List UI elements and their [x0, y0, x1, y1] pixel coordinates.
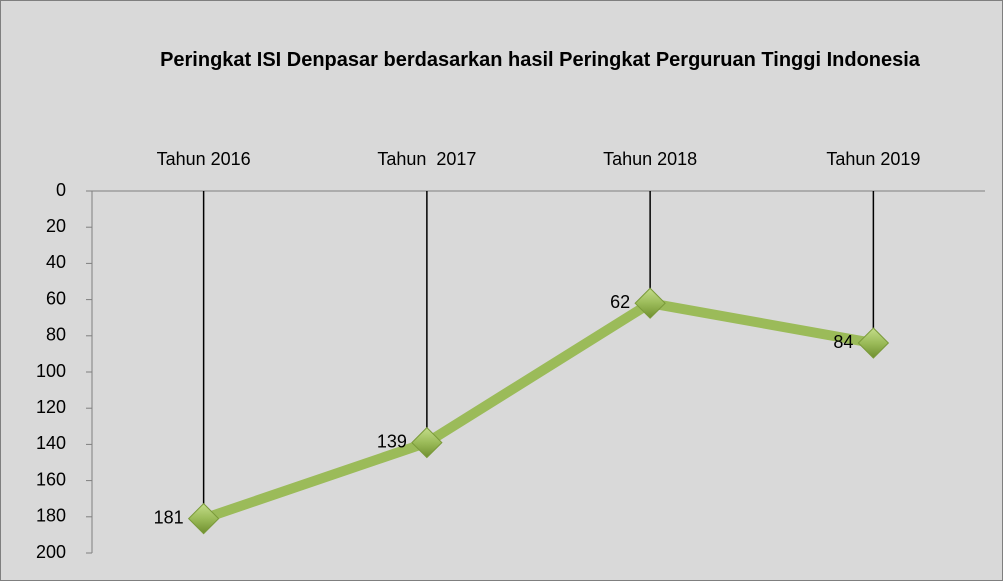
data-label: 181	[154, 507, 184, 527]
chart-title: Peringkat ISI Denpasar berdasarkan hasil…	[160, 49, 920, 71]
data-label: 139	[377, 431, 407, 451]
data-point	[411, 426, 443, 459]
y-tick-label: 160	[36, 469, 66, 489]
x-tick-label: Tahun 2017	[377, 149, 476, 169]
y-tick-label: 140	[36, 433, 66, 453]
x-tick-label: Tahun 2016	[157, 149, 251, 169]
y-tick-label: 20	[46, 216, 66, 236]
x-tick-label: Tahun 2018	[603, 149, 697, 169]
y-tick-label: 100	[36, 361, 66, 381]
y-tick-label: 80	[46, 325, 66, 345]
data-label: 62	[610, 292, 630, 312]
y-tick-label: 120	[36, 397, 66, 417]
y-tick-label: 200	[36, 542, 66, 562]
data-point	[857, 327, 890, 359]
data-label: 84	[833, 332, 853, 352]
y-tick-label: 60	[46, 288, 66, 308]
y-tick-label: 0	[56, 180, 66, 200]
data-point	[187, 502, 220, 535]
y-tick-label: 180	[36, 506, 66, 526]
data-line	[202, 298, 875, 524]
y-tick-label: 40	[46, 252, 66, 272]
x-tick-label: Tahun 2019	[826, 149, 920, 169]
data-point	[634, 287, 666, 319]
